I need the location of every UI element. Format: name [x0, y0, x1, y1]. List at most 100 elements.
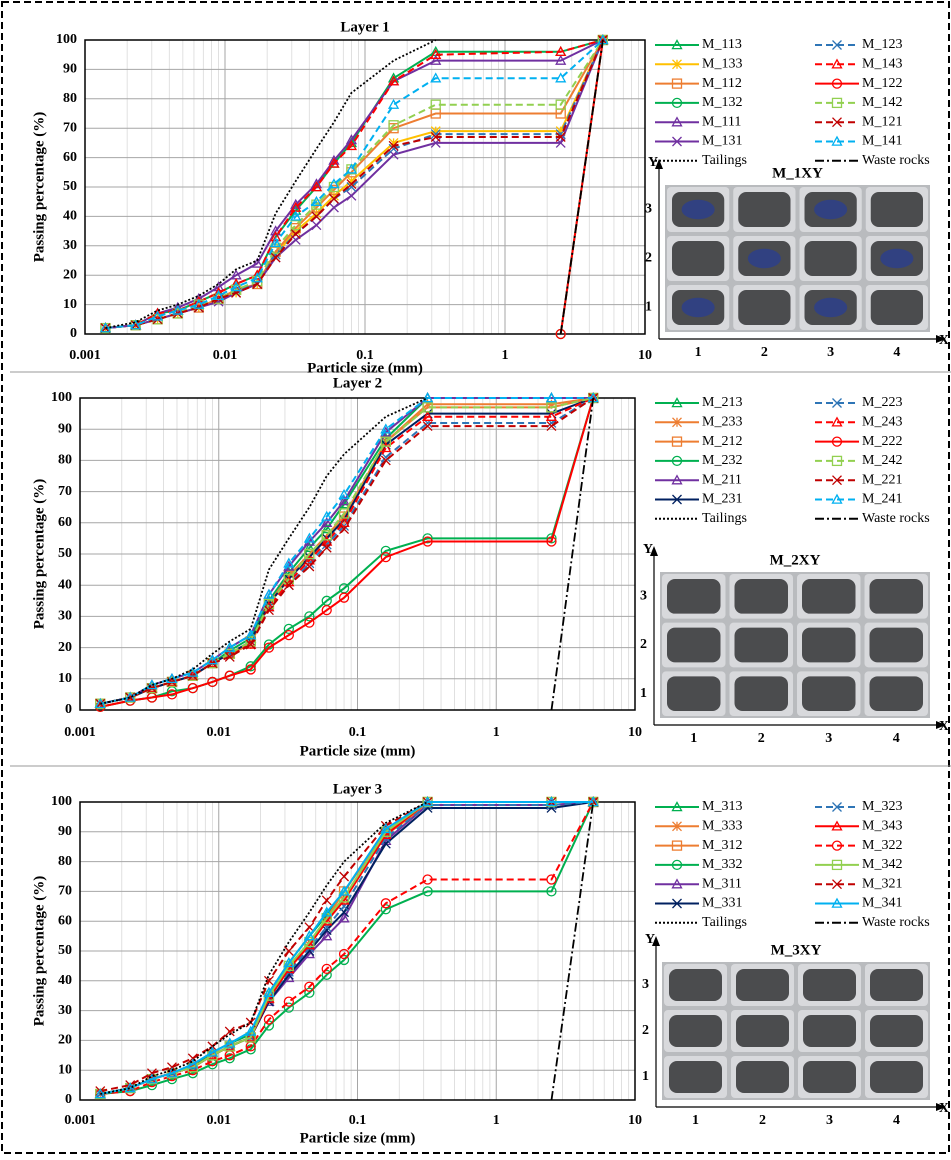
- legend-label: M_133: [702, 57, 742, 72]
- marker: [555, 132, 566, 142]
- photo-sample: [803, 969, 856, 1001]
- legend-label: M_112: [702, 76, 742, 91]
- marker: [671, 397, 683, 408]
- marker: [245, 636, 256, 647]
- marker: [338, 508, 350, 519]
- marker: [671, 78, 683, 89]
- photo-title: M_1XY: [772, 165, 823, 181]
- photo-sample: [667, 579, 721, 614]
- photo-row-label: 1: [645, 300, 652, 315]
- legend-label: M_221: [862, 472, 902, 487]
- marker: [283, 996, 294, 1007]
- marker: [245, 661, 256, 672]
- photo-sample: [870, 1015, 923, 1047]
- marker: [151, 310, 164, 321]
- marker: [831, 493, 843, 504]
- series-line: [105, 39, 437, 329]
- x-tick-label: 10: [628, 725, 642, 740]
- legend-label: M_111: [702, 114, 741, 129]
- y-tick-label: 90: [63, 62, 77, 77]
- x-tick-label: 0.001: [64, 1113, 96, 1128]
- marker: [283, 573, 294, 585]
- y-tick-label: 70: [58, 484, 72, 499]
- photo-sample: [669, 1015, 722, 1047]
- photo-sample: [734, 627, 788, 663]
- marker: [224, 670, 235, 681]
- marker: [146, 1079, 158, 1091]
- marker: [263, 975, 274, 986]
- legend-label: M_323: [862, 799, 902, 814]
- x-tick-label: 0.001: [69, 348, 101, 363]
- photo-sample: [804, 241, 857, 276]
- marker: [555, 45, 567, 57]
- marker: [270, 237, 282, 248]
- marker: [224, 641, 236, 652]
- photo-blue-spot: [814, 199, 848, 220]
- photo-sample: [734, 676, 788, 711]
- marker: [311, 220, 322, 231]
- marker: [831, 135, 843, 146]
- marker: [146, 1073, 158, 1084]
- legend-label: M_141: [862, 134, 902, 149]
- marker: [832, 117, 842, 128]
- y-tick-label: 70: [58, 884, 72, 899]
- photo-column-label: 3: [826, 1113, 833, 1128]
- marker: [245, 664, 256, 675]
- marker: [338, 948, 350, 960]
- marker: [270, 225, 282, 236]
- marker: [380, 423, 392, 434]
- marker: [671, 801, 683, 812]
- photo-row-label: 2: [642, 1023, 649, 1038]
- marker: [146, 1068, 157, 1079]
- marker: [207, 1041, 218, 1052]
- marker: [672, 417, 682, 428]
- series-line: [550, 801, 595, 1101]
- photo-column-label: 2: [759, 1113, 766, 1128]
- series-line: [105, 39, 604, 330]
- chart-title: Layer 3: [333, 781, 382, 797]
- y-tick-label: 0: [70, 326, 77, 341]
- photo-sample: [869, 676, 923, 711]
- marker: [831, 840, 843, 851]
- photo-sample: [736, 969, 789, 1001]
- series-line: [559, 39, 604, 335]
- marker: [321, 516, 333, 528]
- y-tick-label: 80: [58, 854, 72, 869]
- marker: [672, 59, 682, 70]
- marker: [338, 516, 350, 528]
- marker: [328, 157, 340, 168]
- marker: [388, 140, 399, 151]
- marker: [387, 75, 400, 86]
- legend-label: M_131: [702, 134, 742, 149]
- marker: [166, 672, 178, 684]
- marker: [310, 181, 323, 192]
- marker: [346, 182, 357, 192]
- photo-column-label: 1: [690, 731, 697, 746]
- photo-row-label: 3: [645, 202, 652, 217]
- photo-sample: [869, 579, 923, 614]
- marker: [328, 193, 339, 204]
- x-axis-label: Particle size (mm): [300, 1130, 416, 1146]
- marker: [187, 683, 198, 694]
- photo-sample: [734, 579, 788, 614]
- y-tick-label: 100: [56, 32, 77, 47]
- x-axis-label: Particle size (mm): [307, 360, 423, 376]
- marker: [263, 605, 274, 616]
- photo-row-label: 1: [640, 686, 647, 701]
- marker: [421, 392, 434, 403]
- photo-sample: [870, 290, 923, 325]
- legend-label: M_222: [862, 434, 902, 449]
- y-tick-label: 100: [51, 794, 72, 809]
- legend-label: M_313: [702, 799, 742, 814]
- photo-sample: [738, 192, 791, 227]
- marker: [380, 822, 392, 834]
- marker: [672, 136, 682, 147]
- y-tick-label: 40: [58, 577, 72, 592]
- marker: [831, 859, 843, 871]
- y-tick-label: 20: [58, 1033, 72, 1048]
- y-tick-label: 40: [63, 209, 77, 224]
- marker: [270, 252, 281, 263]
- marker: [832, 802, 842, 812]
- marker: [304, 561, 315, 572]
